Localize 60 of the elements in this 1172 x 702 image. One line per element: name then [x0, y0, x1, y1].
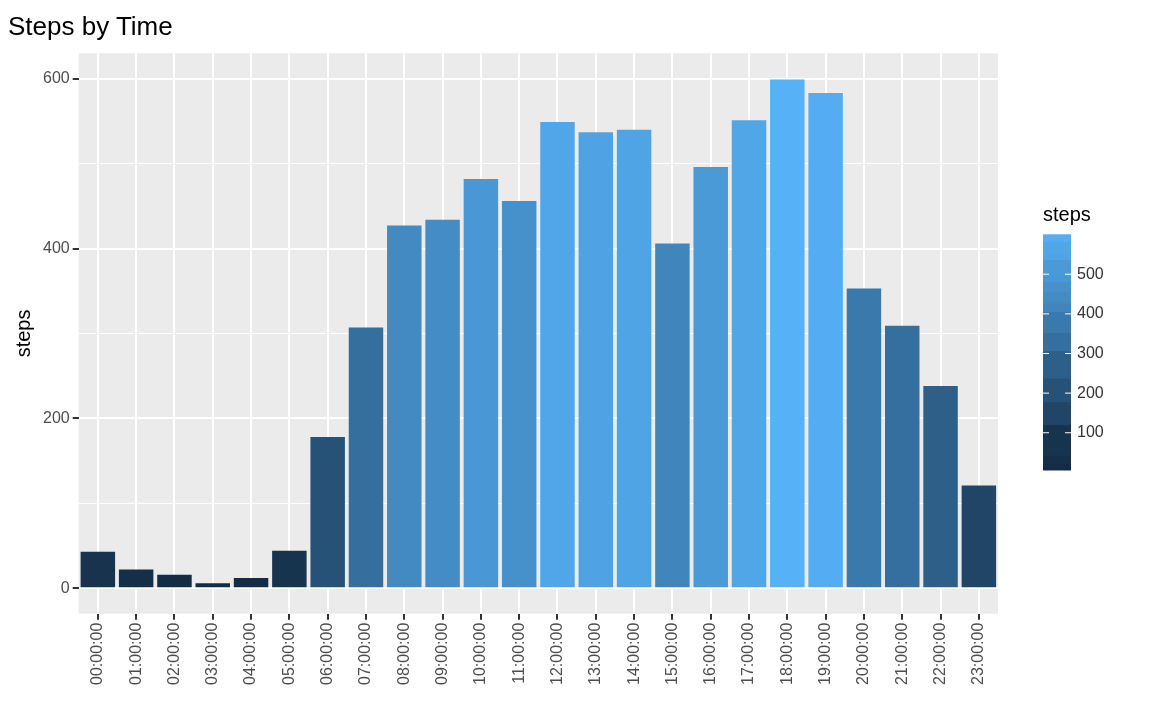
- x-tick-label: 08:00:00: [394, 622, 412, 685]
- bar: [157, 574, 192, 588]
- color-bar-title: steps: [1043, 202, 1091, 225]
- x-tick-label: 14:00:00: [624, 622, 642, 685]
- y-tick-label: 600: [42, 69, 70, 87]
- x-tick-label: 15:00:00: [662, 622, 680, 685]
- x-tick-label: 16:00:00: [701, 622, 719, 685]
- color-bar-label: 300: [1077, 343, 1104, 361]
- y-tick-label: 200: [42, 408, 70, 426]
- x-tick-label: 07:00:00: [356, 622, 374, 685]
- x-tick-label: 12:00:00: [547, 622, 565, 685]
- bar: [808, 93, 843, 588]
- x-tick-label: 17:00:00: [739, 622, 757, 685]
- x-tick-label: 22:00:00: [930, 622, 948, 685]
- bar: [770, 79, 805, 588]
- bar: [846, 288, 882, 588]
- x-tick-label: 05:00:00: [279, 622, 297, 685]
- bar: [272, 550, 307, 588]
- bar: [731, 120, 767, 588]
- bar: [540, 121, 575, 588]
- x-tick-label: 19:00:00: [816, 622, 834, 685]
- x-tick-label: 23:00:00: [969, 622, 987, 685]
- x-tick-label: 20:00:00: [854, 622, 872, 685]
- x-tick-label: 18:00:00: [777, 622, 795, 685]
- color-bar-label: 400: [1077, 304, 1104, 322]
- x-tick-label: 01:00:00: [126, 622, 144, 685]
- bar: [923, 386, 958, 588]
- color-bar-label: 200: [1077, 383, 1104, 401]
- x-tick-label: 13:00:00: [586, 622, 604, 685]
- x-tick-label: 10:00:00: [471, 622, 489, 685]
- bar: [655, 243, 690, 588]
- chart-title: Steps by Time: [8, 10, 173, 41]
- y-axis-title: steps: [11, 309, 34, 358]
- bar: [425, 219, 460, 588]
- bar: [310, 437, 345, 588]
- bar: [501, 200, 537, 588]
- x-tick-label: 03:00:00: [203, 622, 221, 685]
- color-bar-label: 500: [1077, 264, 1104, 282]
- x-tick-label: 02:00:00: [164, 622, 182, 685]
- bar: [578, 132, 614, 588]
- bar: [885, 325, 920, 588]
- x-tick-label: 04:00:00: [241, 622, 259, 685]
- x-tick-label: 00:00:00: [88, 622, 106, 685]
- x-tick-label: 06:00:00: [318, 622, 336, 685]
- bar: [616, 129, 652, 588]
- x-tick-label: 11:00:00: [509, 622, 527, 684]
- bar: [961, 485, 997, 588]
- color-bar-label: 100: [1077, 423, 1104, 441]
- y-tick-label: 400: [42, 238, 70, 256]
- bar: [233, 578, 269, 588]
- y-tick-label: 0: [60, 578, 70, 596]
- bar: [693, 167, 728, 588]
- bar: [80, 551, 116, 588]
- bar: [463, 178, 499, 588]
- bar: [348, 327, 384, 588]
- bar: [118, 569, 154, 588]
- x-tick-label: 09:00:00: [432, 622, 450, 685]
- x-tick-label: 21:00:00: [892, 622, 910, 685]
- bar: [387, 225, 422, 588]
- bar: [195, 583, 230, 588]
